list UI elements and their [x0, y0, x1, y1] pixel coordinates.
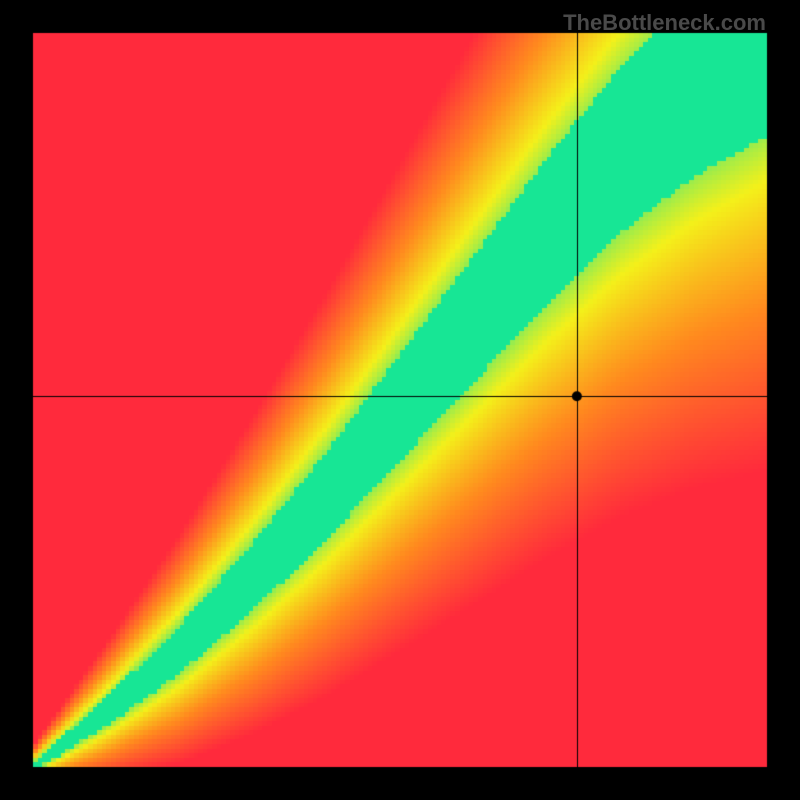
bottleneck-heatmap — [0, 0, 800, 800]
watermark-label: TheBottleneck.com — [563, 10, 766, 36]
